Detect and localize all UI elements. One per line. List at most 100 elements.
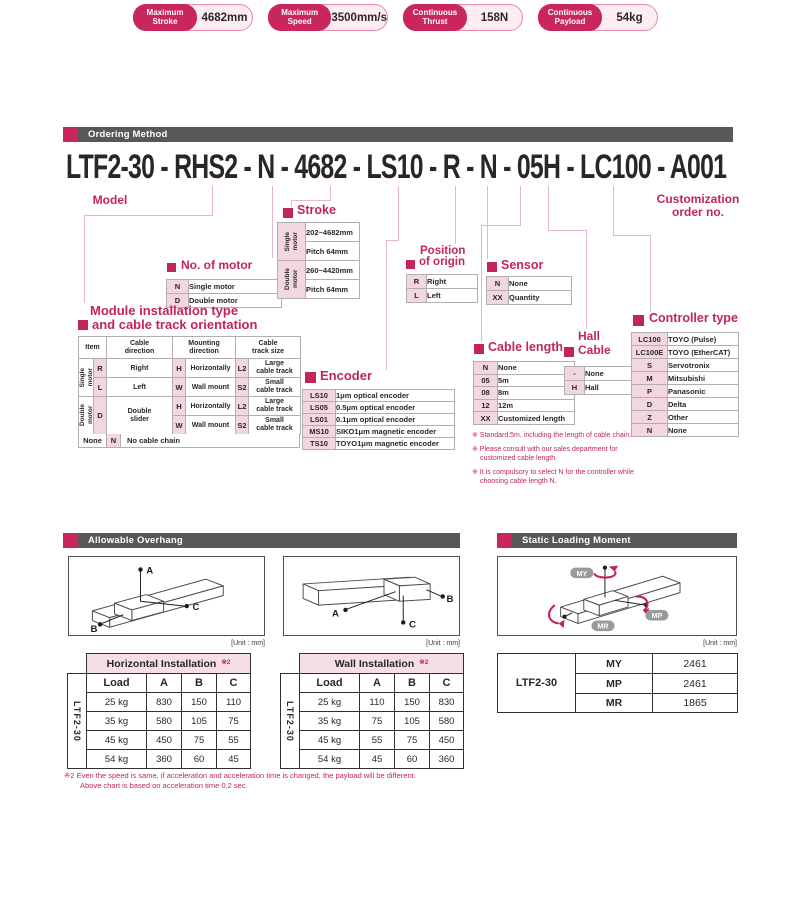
- section-marker-icon: [633, 315, 644, 326]
- code-cell: W: [172, 415, 186, 435]
- col-header: Load: [86, 673, 147, 693]
- desc-cell: TOYO (Pulse): [667, 332, 739, 346]
- code-cell: LS10: [302, 389, 336, 402]
- desc-cell: Customized length: [497, 411, 575, 425]
- module-none-row: None N No cable chain: [78, 434, 300, 448]
- desc-cell: Horizontally: [185, 358, 236, 378]
- cell: 75: [215, 711, 252, 731]
- code-cell: N: [473, 361, 498, 375]
- cell: 45 kg: [299, 730, 360, 750]
- connector-line: [386, 240, 387, 370]
- code-cell: Z: [631, 410, 668, 424]
- customization-label-line1: Customization: [656, 192, 740, 206]
- cell: 75: [394, 730, 430, 750]
- rail-isometric-drawing: A B C: [302, 576, 454, 630]
- desc-cell: 0.5μm optical encoder: [335, 401, 455, 414]
- desc-cell: Hall: [584, 380, 640, 395]
- rotated-label-cell: Double motor: [78, 396, 94, 435]
- code-cell: 05: [473, 373, 498, 387]
- controller-type-table: LC100 TOYO (Pulse) LC100E TOYO (EtherCAT) …: [631, 332, 739, 437]
- section-bar-title: Allowable Overhang: [88, 535, 183, 546]
- desc-cell: 202~4682mm: [305, 222, 360, 242]
- stroke-table: Single motor 202~4682mm Pitch 64mm Doubl…: [277, 222, 360, 299]
- desc-cell: Horizontally: [185, 396, 236, 416]
- cell: 360: [146, 749, 182, 769]
- sensor-table: N None XX Quantity: [486, 276, 572, 305]
- connector-line: [548, 230, 587, 231]
- desc-cell: 1μm optical encoder: [335, 389, 455, 402]
- cell: 105: [394, 711, 430, 731]
- cell: 54 kg: [299, 749, 360, 769]
- code-cell: 08: [473, 386, 498, 400]
- desc-cell: Large cable track: [247, 396, 302, 416]
- badge-label-line2: Payload: [554, 17, 586, 26]
- code-cell: XX: [486, 290, 509, 305]
- position-title-line1: Position: [420, 245, 466, 257]
- col-header: C: [428, 673, 465, 693]
- cell: 25 kg: [86, 692, 147, 712]
- col-header: Load: [299, 673, 360, 693]
- overhang-diagram-horizontal: A B C: [68, 556, 265, 636]
- code-cell: P: [631, 384, 668, 398]
- desc-cell: Right: [106, 358, 173, 378]
- spec-badge-cont-payload: Continuous Payload 54kg: [538, 3, 658, 31]
- desc-cell: None: [497, 361, 575, 375]
- axis-label-a: A: [332, 609, 339, 620]
- desc-cell: None: [508, 276, 572, 291]
- axis-label-b: B: [90, 624, 97, 634]
- cable-length-table: N None 05 5m 08 8m 12 12m XX Customized lengt…: [473, 361, 575, 425]
- no-of-motor-title: No. of motor: [181, 258, 253, 272]
- section-marker-icon: [78, 320, 88, 330]
- desc-cell: Wall mount: [185, 377, 236, 397]
- desc-cell: Mitsubishi: [667, 371, 739, 385]
- connector-line: [613, 235, 651, 236]
- axis-label-c: C: [192, 602, 199, 613]
- code-cell: M: [631, 371, 668, 385]
- desc-cell: Quantity: [508, 290, 572, 305]
- axis-label-a: A: [146, 565, 153, 576]
- connector-line: [84, 215, 85, 303]
- moment-pills: MY MP MR: [570, 567, 669, 632]
- hall-title-line2: Cable: [578, 343, 611, 357]
- code-cell: H: [172, 358, 186, 378]
- moment-label-mp: MP: [652, 611, 663, 620]
- moment-code-cell: MP: [575, 673, 653, 694]
- badge-label-line1: Continuous: [547, 8, 593, 17]
- note-ref: ※2: [64, 771, 75, 780]
- cell: 360: [428, 749, 465, 769]
- desc-cell: 260~4420mm: [305, 260, 360, 280]
- section-marker-icon: [406, 260, 415, 269]
- sensor-title: Sensor: [501, 258, 544, 272]
- note-ref: ※2: [419, 658, 429, 666]
- static-moment-diagram: MY MP MR: [497, 556, 737, 636]
- model-code: LTF2-30 - RHS2 - N - 4682 - LS10 - R - N…: [66, 148, 727, 186]
- badge-label-line1: Maximum: [281, 8, 319, 17]
- connector-line: [212, 186, 213, 215]
- cell: 45: [359, 749, 395, 769]
- code-cell: W: [172, 377, 186, 397]
- module-title-line1: Module installation type: [90, 303, 239, 318]
- desc-cell: 0.1μm optical encoder: [335, 413, 455, 426]
- model-rotated-cell: LTF2-30: [280, 673, 300, 769]
- note-ref: ※2: [221, 658, 231, 666]
- section-marker-icon: [497, 533, 512, 548]
- ordering-method-bar: Ordering Method: [63, 127, 733, 142]
- section-marker-icon: [167, 263, 176, 272]
- hall-title-line1: Hall: [578, 329, 601, 343]
- model-label: LTF2-30: [72, 700, 82, 742]
- desc-cell: Pitch 64mm: [305, 241, 360, 261]
- code-cell: H: [564, 380, 585, 395]
- code-cell: R: [93, 358, 107, 378]
- unit-caption: [Unit : mm]: [231, 640, 265, 647]
- col-header: Mounting direction: [172, 336, 236, 359]
- moment-code-cell: MY: [575, 653, 653, 674]
- connector-line: [520, 186, 521, 226]
- cell: 150: [394, 692, 430, 712]
- stroke-title: Stroke: [297, 203, 336, 217]
- model-label: Model: [92, 193, 128, 207]
- ordering-notes: ※ Standard:5m, including the length of c…: [472, 431, 644, 491]
- desc-cell: Small cable track: [247, 377, 302, 397]
- single-motor-label: Single motor: [79, 367, 94, 388]
- position-of-origin-table: R Right L Left: [406, 274, 478, 303]
